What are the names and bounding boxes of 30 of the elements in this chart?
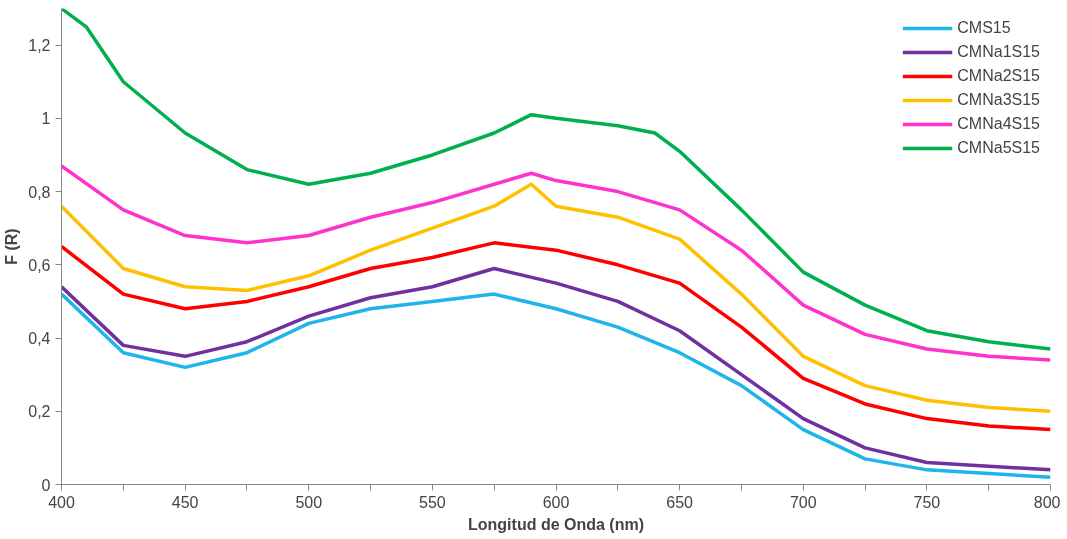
line-series (61, 8, 1051, 351)
legend-label: CMS15 (957, 19, 1011, 37)
y-tick-label: 0,4 (28, 330, 51, 348)
line-series (61, 266, 1051, 472)
x-tick-label: 400 (48, 493, 75, 511)
line-series (61, 164, 1051, 362)
legend-label: CMNa2S15 (957, 67, 1040, 85)
x-tick-label: 500 (295, 493, 323, 511)
legend-label: CMNa1S15 (957, 43, 1040, 61)
x-tick-label: 550 (419, 493, 446, 511)
legend-label: CMNa4S15 (957, 115, 1040, 133)
x-tick-label: 800 (1033, 493, 1061, 511)
y-tick-label: 0,8 (28, 183, 51, 201)
line-series (61, 241, 1051, 432)
x-axis-title: Longitud de Onda (nm) (468, 515, 644, 533)
x-tick-label: 450 (171, 493, 199, 511)
y-tick-label: 1,2 (28, 37, 51, 55)
y-axis-title: F (R) (3, 228, 21, 265)
legend-label: CMNa5S15 (957, 139, 1040, 157)
y-tick-label: 0,2 (28, 403, 51, 421)
y-tick-label: 0 (41, 476, 51, 494)
y-tick-label: 1 (41, 110, 51, 128)
x-tick-label: 650 (666, 493, 694, 511)
line-series (61, 292, 1051, 479)
x-tick-label: 700 (789, 493, 817, 511)
line-series (61, 182, 1051, 414)
y-tick-label: 0,6 (28, 256, 51, 274)
legend-label: CMNa3S15 (957, 91, 1040, 109)
x-tick-label: 600 (542, 493, 570, 511)
x-tick-label: 750 (913, 493, 941, 511)
